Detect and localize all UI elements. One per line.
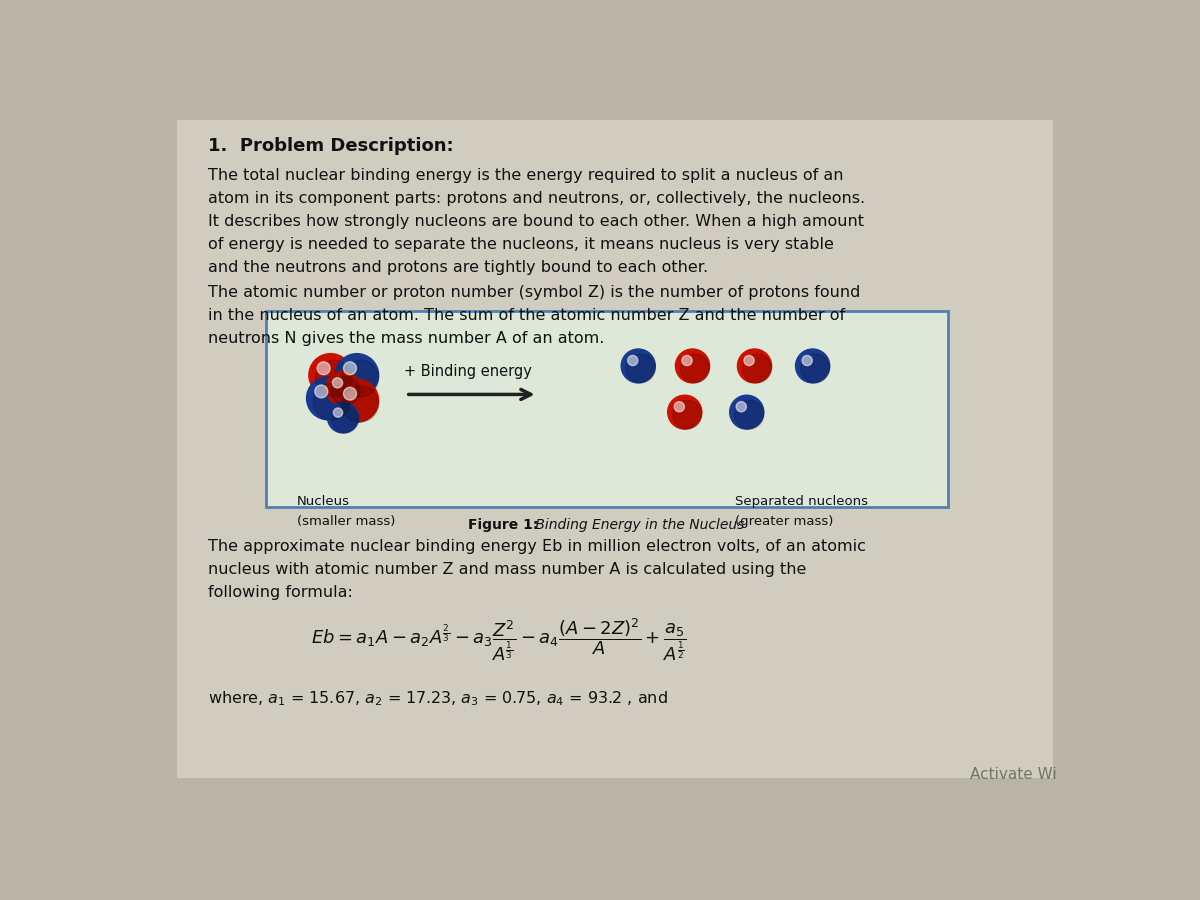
Circle shape: [802, 356, 812, 365]
Circle shape: [342, 360, 379, 397]
Text: + Binding energy: + Binding energy: [404, 364, 532, 379]
Text: It describes how strongly nucleons are bound to each other. When a high amount: It describes how strongly nucleons are b…: [208, 214, 864, 230]
Circle shape: [334, 408, 343, 418]
Circle shape: [626, 354, 655, 382]
Circle shape: [743, 354, 772, 382]
Circle shape: [738, 349, 772, 382]
Circle shape: [317, 362, 330, 374]
Circle shape: [314, 385, 328, 398]
Circle shape: [674, 401, 684, 412]
Circle shape: [331, 376, 360, 405]
Circle shape: [680, 354, 709, 382]
Text: Binding Energy in the Nucleus: Binding Energy in the Nucleus: [532, 518, 745, 532]
Circle shape: [343, 387, 356, 400]
Circle shape: [800, 354, 829, 382]
Text: (smaller mass): (smaller mass): [298, 515, 396, 527]
Circle shape: [734, 400, 763, 429]
Circle shape: [335, 379, 379, 422]
Text: Figure 1:: Figure 1:: [468, 518, 538, 532]
Circle shape: [342, 385, 379, 422]
FancyBboxPatch shape: [178, 120, 1052, 778]
Circle shape: [306, 377, 350, 419]
Circle shape: [332, 407, 359, 433]
Text: atom in its component parts: protons and neutrons, or, collectively, the nucleon: atom in its component parts: protons and…: [208, 191, 865, 206]
Circle shape: [316, 360, 353, 397]
Text: Separated nucleons: Separated nucleons: [736, 494, 868, 508]
Text: The total nuclear binding energy is the energy required to split a nucleus of an: The total nuclear binding energy is the …: [208, 168, 844, 183]
Text: of energy is needed to separate the nucleons, it means nucleus is very stable: of energy is needed to separate the nucl…: [208, 238, 834, 252]
Text: Nucleus: Nucleus: [298, 494, 350, 508]
Circle shape: [335, 354, 379, 397]
Circle shape: [328, 402, 359, 433]
Circle shape: [628, 356, 638, 365]
Circle shape: [667, 395, 702, 429]
Circle shape: [676, 349, 709, 382]
Circle shape: [308, 354, 353, 397]
Circle shape: [673, 400, 702, 429]
Circle shape: [796, 349, 829, 382]
Circle shape: [744, 356, 754, 365]
Circle shape: [332, 378, 343, 388]
Text: Activate Wi: Activate Wi: [970, 767, 1057, 782]
Text: following formula:: following formula:: [208, 585, 353, 600]
Circle shape: [730, 395, 763, 429]
Circle shape: [736, 401, 746, 412]
Text: and the neutrons and protons are tightly bound to each other.: and the neutrons and protons are tightly…: [208, 260, 708, 275]
Text: $Eb = a_1 A - a_2 A^{\frac{2}{3}} - a_3 \dfrac{Z^2}{A^{\frac{1}{3}}} - a_4 \dfra: $Eb = a_1 A - a_2 A^{\frac{2}{3}} - a_3 …: [311, 616, 686, 662]
Text: where, $a_1$ = 15.67, $a_2$ = 17.23, $a_3$ = 0.75, $a_4$ = 93.2 , and: where, $a_1$ = 15.67, $a_2$ = 17.23, $a_…: [208, 689, 668, 708]
Circle shape: [313, 383, 350, 419]
Text: neutrons N gives the mass number A of an atom.: neutrons N gives the mass number A of an…: [208, 331, 605, 346]
Circle shape: [682, 356, 692, 365]
Text: The approximate nuclear binding energy Eb in million electron volts, of an atomi: The approximate nuclear binding energy E…: [208, 539, 866, 554]
Text: The atomic number or proton number (symbol Z) is the number of protons found: The atomic number or proton number (symb…: [208, 285, 860, 300]
Text: nucleus with atomic number Z and mass number A is calculated using the: nucleus with atomic number Z and mass nu…: [208, 562, 806, 577]
Circle shape: [326, 372, 360, 405]
Text: in the nucleus of an atom. The sum of the atomic number Z and the number of: in the nucleus of an atom. The sum of th…: [208, 308, 845, 323]
FancyBboxPatch shape: [266, 310, 948, 507]
Circle shape: [343, 362, 356, 374]
Circle shape: [622, 349, 655, 382]
Text: 1.  Problem Description:: 1. Problem Description:: [208, 138, 454, 156]
Text: (greater mass): (greater mass): [736, 515, 834, 527]
